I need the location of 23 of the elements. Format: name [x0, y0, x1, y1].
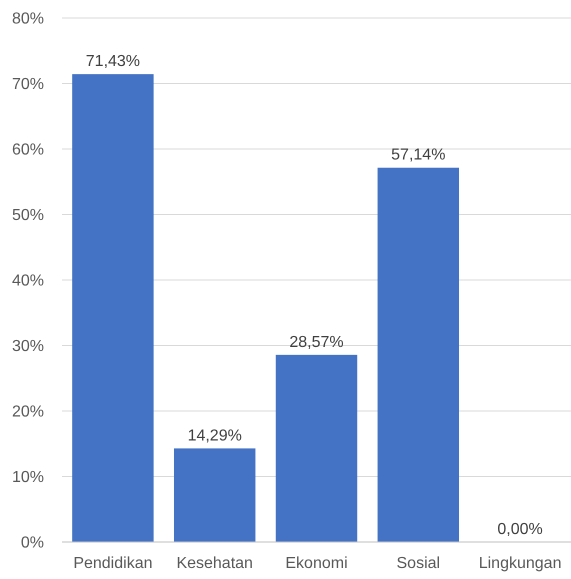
- bar: [174, 448, 256, 542]
- data-label: 71,43%: [86, 53, 140, 70]
- data-label: 28,57%: [289, 334, 344, 351]
- x-tick-label: Sosial: [396, 555, 440, 572]
- y-tick-label: 0%: [20, 534, 44, 552]
- y-tick-label: 40%: [12, 272, 44, 290]
- bar: [378, 168, 460, 542]
- y-tick-label: 70%: [12, 76, 44, 94]
- data-label: 14,29%: [188, 427, 242, 444]
- data-label: 57,14%: [391, 146, 446, 164]
- x-tick-label: Ekonomi: [285, 555, 348, 572]
- bar: [276, 354, 358, 542]
- y-tick-label: 20%: [12, 404, 44, 421]
- y-tick-label: 60%: [12, 142, 44, 159]
- x-tick-label: Kesehatan: [176, 555, 253, 572]
- x-tick-label: Pendidikan: [73, 555, 152, 572]
- y-tick-label: 80%: [12, 10, 44, 28]
- y-tick-label: 10%: [12, 469, 44, 486]
- x-tick-label: Lingkungan: [478, 555, 562, 572]
- y-tick-label: 50%: [12, 207, 44, 224]
- data-label: 0,00%: [497, 521, 543, 538]
- y-tick-label: 30%: [12, 338, 44, 356]
- bar: [72, 74, 154, 542]
